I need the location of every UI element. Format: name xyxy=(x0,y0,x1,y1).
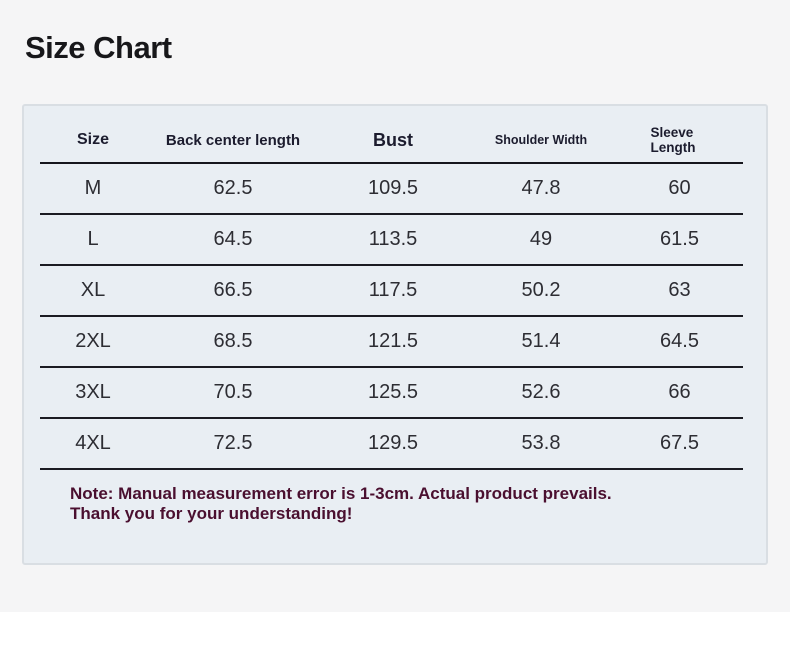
table-row: 2XL 68.5 121.5 51.4 64.5 xyxy=(40,316,743,368)
value-cell: 66.5 xyxy=(146,265,320,317)
value-cell: 117.5 xyxy=(320,265,466,317)
value-cell: 49 xyxy=(466,214,616,266)
value-cell: 109.5 xyxy=(320,163,466,215)
table-body: M 62.5 109.5 47.8 60 L 64.5 113.5 49 61.5 XL 66.5 11… xyxy=(40,163,743,470)
table-row: 3XL 70.5 125.5 52.6 66 xyxy=(40,367,743,419)
value-cell: 64.5 xyxy=(146,214,320,266)
table-row: L 64.5 113.5 49 61.5 xyxy=(40,214,743,266)
value-cell: 121.5 xyxy=(320,316,466,368)
column-header-back-center-length: Back center length xyxy=(146,106,320,164)
table-row: XL 66.5 117.5 50.2 63 xyxy=(40,265,743,317)
column-header-size: Size xyxy=(40,106,146,164)
column-header-shoulder-width: Shoulder Width xyxy=(466,106,616,164)
value-cell: 70.5 xyxy=(146,367,320,419)
size-chart-table: Size Back center length Bust Shoulder Width… xyxy=(40,106,743,470)
value-cell: 61.5 xyxy=(616,214,743,266)
measurement-note: Note: Manual measurement error is 1-3cm.… xyxy=(70,484,766,524)
column-header-label: Back center length xyxy=(165,131,301,149)
value-cell: 51.4 xyxy=(466,316,616,368)
value-cell: 60 xyxy=(616,163,743,215)
value-cell: 52.6 xyxy=(466,367,616,419)
column-header-label: Bust xyxy=(373,129,413,150)
value-cell: 64.5 xyxy=(616,316,743,368)
value-cell: 66 xyxy=(616,367,743,419)
table-row: M 62.5 109.5 47.8 60 xyxy=(40,163,743,215)
value-cell: 47.8 xyxy=(466,163,616,215)
note-line-1: Note: Manual measurement error is 1-3cm.… xyxy=(70,484,612,503)
note-line-2: Thank you for your understanding! xyxy=(70,504,353,523)
column-header-label: Sleeve Length xyxy=(650,125,696,155)
value-cell: 125.5 xyxy=(320,367,466,419)
size-cell: 4XL xyxy=(40,418,146,470)
table-row: 4XL 72.5 129.5 53.8 67.5 xyxy=(40,418,743,470)
value-cell: 67.5 xyxy=(616,418,743,470)
size-chart-panel: Size Back center length Bust Shoulder Width… xyxy=(22,104,768,565)
column-header-label: Size xyxy=(76,131,109,148)
size-cell: 3XL xyxy=(40,367,146,419)
size-cell: XL xyxy=(40,265,146,317)
column-header-sleeve-length: Sleeve Length xyxy=(616,106,743,164)
table-header-row: Size Back center length Bust Shoulder Width… xyxy=(40,106,743,164)
value-cell: 129.5 xyxy=(320,418,466,470)
value-cell: 50.2 xyxy=(466,265,616,317)
page-title: Size Chart xyxy=(25,30,172,65)
value-cell: 62.5 xyxy=(146,163,320,215)
value-cell: 68.5 xyxy=(146,316,320,368)
value-cell: 63 xyxy=(616,265,743,317)
value-cell: 53.8 xyxy=(466,418,616,470)
column-header-bust: Bust xyxy=(320,106,466,164)
size-cell: M xyxy=(40,163,146,215)
size-cell: L xyxy=(40,214,146,266)
column-header-label: Shoulder Width xyxy=(494,133,588,147)
value-cell: 72.5 xyxy=(146,418,320,470)
size-cell: 2XL xyxy=(40,316,146,368)
value-cell: 113.5 xyxy=(320,214,466,266)
table-header: Size Back center length Bust Shoulder Width… xyxy=(40,106,743,164)
